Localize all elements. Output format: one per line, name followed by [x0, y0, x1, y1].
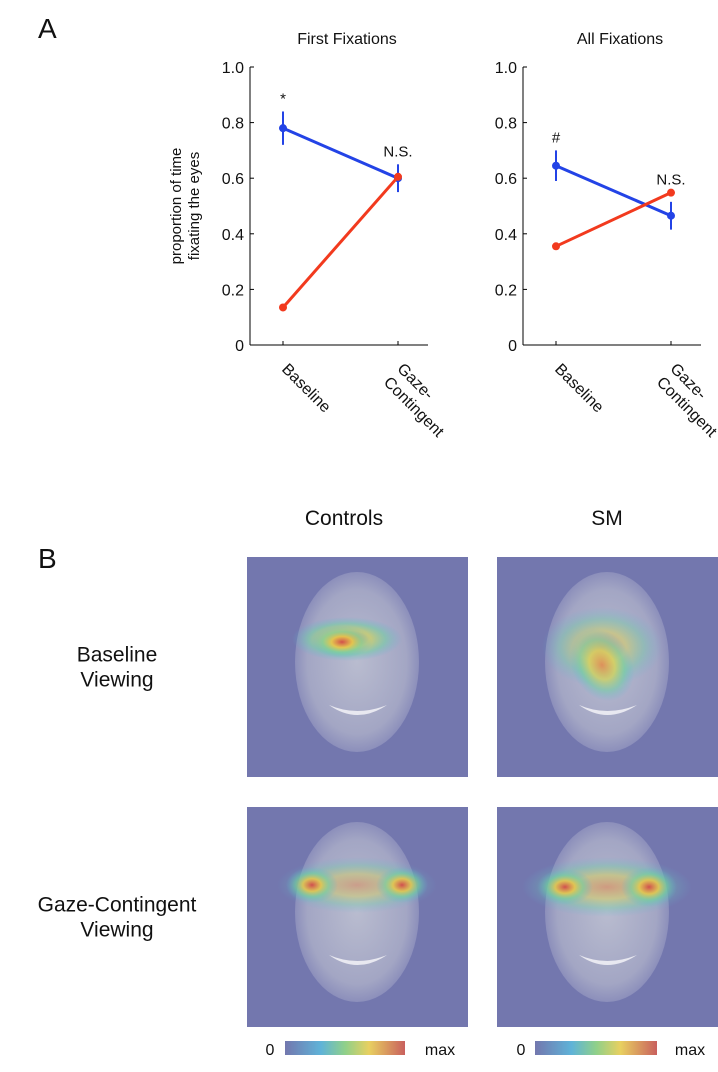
y-tick-label: 0.6 [222, 171, 244, 188]
data-point [394, 172, 402, 181]
y-tick-label: 1.0 [222, 60, 244, 77]
colorbar [535, 1041, 657, 1055]
x-tick-label: Gaze-Contingent [380, 360, 461, 441]
data-point [552, 242, 560, 251]
x-tick-group: Gaze-Contingent [380, 360, 461, 441]
y-tick-label: 0.4 [222, 227, 244, 244]
x-tick-label: Baseline [551, 361, 606, 416]
heatmap [497, 557, 718, 777]
annotation: N.S. [656, 172, 685, 189]
series-line [555, 164, 672, 218]
annotation: * [280, 90, 286, 107]
heatmap [497, 807, 718, 1027]
colorbar [285, 1041, 405, 1055]
row-label: Baseline Viewing [77, 643, 158, 691]
heatmap [247, 557, 468, 777]
colorbar-min: 0 [266, 1042, 275, 1059]
x-tick-label: Baseline [278, 361, 333, 416]
panel-label: B [38, 543, 57, 574]
data-point [279, 124, 287, 133]
x-tick-label: Gaze-Contingent [653, 360, 718, 441]
series-line [555, 191, 672, 248]
colorbar-min: 0 [517, 1042, 526, 1059]
data-point [279, 303, 287, 312]
y-tick-label: 0.2 [495, 282, 517, 299]
y-tick-label: 0.8 [495, 116, 517, 133]
y-tick-label: 0.6 [495, 171, 517, 188]
chart-title: First Fixations [297, 31, 397, 48]
annotation: # [552, 129, 561, 146]
y-tick-label: 1.0 [495, 60, 517, 77]
y-tick-label: 0.2 [222, 282, 244, 299]
colorbar-max: max [425, 1042, 455, 1059]
colorbar-max: max [675, 1042, 705, 1059]
heatmap [247, 807, 468, 1027]
x-tick-group: Baseline [278, 361, 333, 416]
series-line [281, 175, 400, 309]
column-header: Controls [305, 507, 383, 530]
y-tick-label: 0.8 [222, 116, 244, 133]
data-point [667, 188, 675, 197]
y-tick-label: 0.4 [495, 227, 517, 244]
panel-label: A [38, 13, 57, 44]
x-tick-group: Gaze-Contingent [653, 360, 718, 441]
y-tick-label: 0 [235, 338, 244, 355]
data-point [552, 161, 560, 170]
x-tick-group: Baseline [551, 361, 606, 416]
series-line [282, 126, 399, 180]
y-tick-label: 0 [508, 338, 517, 355]
chart-title: All Fixations [577, 31, 663, 48]
annotation: N.S. [383, 143, 412, 160]
data-point [667, 211, 675, 220]
row-label: Gaze-Contingent Viewing [38, 893, 197, 941]
y-axis-label: proportion of timefixating the eyes [168, 148, 203, 265]
column-header: SM [591, 507, 623, 530]
